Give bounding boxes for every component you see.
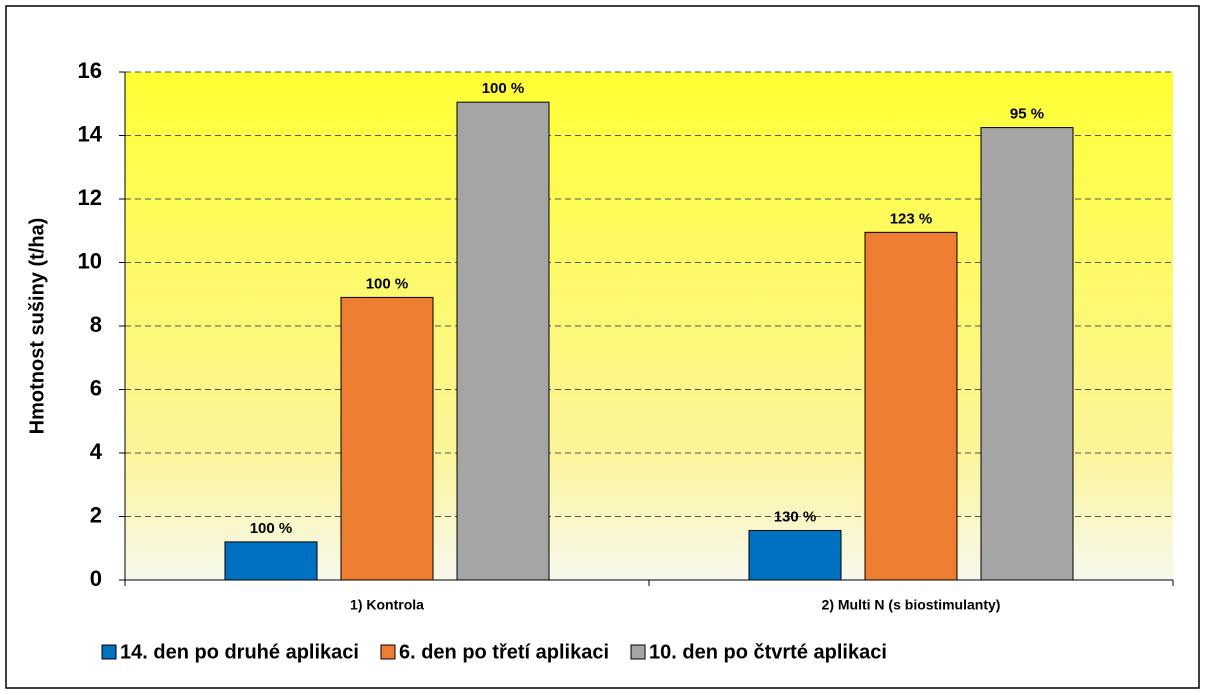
x-tick-label: 2) Multi N (s biostimulanty) bbox=[822, 597, 1001, 613]
legend-label: 10. den po čtvrté aplikaci bbox=[649, 641, 887, 663]
bar bbox=[224, 541, 318, 581]
bar bbox=[748, 529, 842, 581]
annotation: 95 % bbox=[1010, 106, 1044, 123]
annotation: 100 % bbox=[250, 520, 293, 537]
annotation: 130 % bbox=[774, 508, 817, 525]
y-tick-label: 10 bbox=[78, 248, 102, 273]
bar bbox=[980, 127, 1074, 581]
y-tick-label: 0 bbox=[90, 566, 102, 591]
legend-swatch bbox=[630, 644, 646, 660]
legend-swatch bbox=[380, 644, 396, 660]
legend-label: 14. den po druhé aplikaci bbox=[120, 641, 359, 663]
annotation: 100 % bbox=[482, 80, 525, 97]
y-tick-label: 2 bbox=[90, 502, 102, 527]
bar bbox=[456, 101, 550, 581]
legend-swatch bbox=[101, 644, 117, 660]
annotation: 123 % bbox=[890, 210, 933, 227]
x-tick-label: 1) Kontrola bbox=[350, 597, 424, 613]
y-tick-label: 14 bbox=[78, 121, 103, 146]
y-axis-label: Hmotnost sušiny (t/ha) bbox=[26, 218, 48, 435]
y-tick-label: 12 bbox=[78, 185, 102, 210]
bar bbox=[340, 296, 434, 581]
annotation: 100 % bbox=[366, 275, 409, 292]
y-tick-label: 8 bbox=[90, 312, 102, 337]
y-tick-label: 4 bbox=[90, 439, 103, 464]
legend-label: 6. den po třetí aplikaci bbox=[399, 641, 609, 663]
y-tick-label: 6 bbox=[90, 375, 102, 400]
y-tick-label: 16 bbox=[78, 58, 102, 83]
bar bbox=[864, 231, 958, 581]
